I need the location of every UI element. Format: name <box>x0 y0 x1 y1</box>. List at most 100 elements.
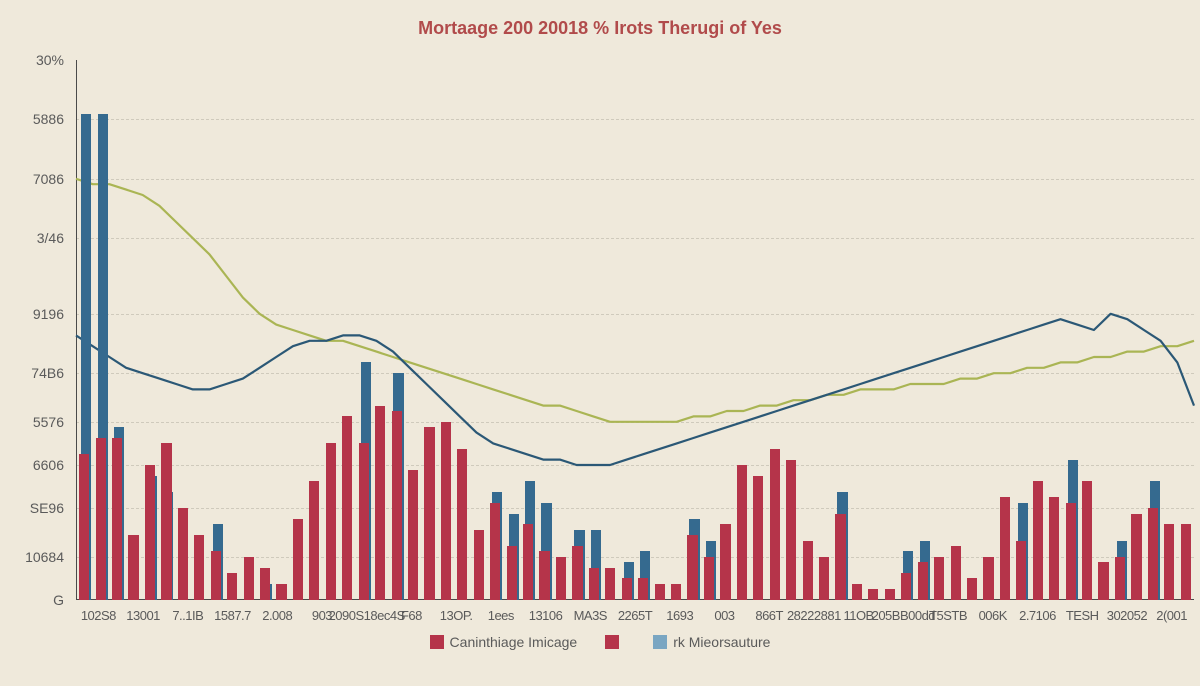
x-tick-label: 006K <box>979 608 1007 623</box>
chart-title: Mortaage 200 20018 % Irots Therugi of Ye… <box>0 18 1200 39</box>
x-tick-label: 302052 <box>1107 608 1147 623</box>
red-bar <box>704 557 714 600</box>
y-axis: 30%588670863/46919674B655766606SE9610684… <box>0 60 70 600</box>
legend-item <box>605 635 625 649</box>
red-bar <box>1181 524 1191 600</box>
red-bar <box>1148 508 1158 600</box>
red-bar <box>572 546 582 600</box>
red-bar <box>868 589 878 600</box>
red-bar <box>835 514 845 600</box>
red-bar <box>507 546 517 600</box>
red-bar <box>293 519 303 600</box>
red-bar <box>523 524 533 600</box>
red-bar <box>638 578 648 600</box>
red-bar <box>1164 524 1174 600</box>
red-bar <box>539 551 549 600</box>
red-bar <box>753 476 763 600</box>
legend-swatch <box>605 635 619 649</box>
red-bar <box>737 465 747 600</box>
red-bar <box>145 465 155 600</box>
x-tick-label: 11OB <box>843 608 873 623</box>
legend-item: rk Mieorsauture <box>653 634 770 650</box>
red-bar <box>934 557 944 600</box>
red-bar <box>1082 481 1092 600</box>
x-tick-label: 2(001 <box>1156 608 1187 623</box>
y-tick-label: 3/46 <box>37 230 64 246</box>
red-bar <box>342 416 352 600</box>
x-tick-label: 13001 <box>126 608 160 623</box>
y-tick-label: 74B6 <box>31 365 64 381</box>
x-tick-label: 2.7106 <box>1019 608 1056 623</box>
legend-swatch <box>430 635 444 649</box>
plot-area <box>76 60 1194 600</box>
red-bar <box>1115 557 1125 600</box>
legend-label: rk Mieorsauture <box>673 634 770 650</box>
red-bar <box>655 584 665 600</box>
red-bar <box>194 535 204 600</box>
red-bar <box>244 557 254 600</box>
red-bar <box>951 546 961 600</box>
line-green <box>76 179 1194 422</box>
y-tick-label: SE96 <box>30 500 64 516</box>
x-tick-label: 205BB00dd <box>872 608 935 623</box>
red-bar <box>622 578 632 600</box>
red-bar <box>408 470 418 600</box>
red-bar <box>556 557 566 600</box>
red-bar <box>770 449 780 600</box>
x-tick-label: TESH <box>1066 608 1099 623</box>
red-bar <box>441 422 451 600</box>
x-tick-label: 1693 <box>666 608 693 623</box>
red-bar <box>490 503 500 600</box>
red-bar <box>1131 514 1141 600</box>
red-bar <box>178 508 188 600</box>
red-bar <box>786 460 796 600</box>
y-tick-label: 9196 <box>33 306 64 322</box>
y-tick-label: G <box>53 592 64 608</box>
red-bar <box>227 573 237 600</box>
red-bar <box>1049 497 1059 600</box>
red-bar <box>474 530 484 600</box>
red-bar <box>260 568 270 600</box>
x-tick-label: 1ees <box>488 608 514 623</box>
red-bar <box>687 535 697 600</box>
red-bar <box>803 541 813 600</box>
red-bar <box>79 454 89 600</box>
red-bar <box>96 438 106 600</box>
red-bar <box>457 449 467 600</box>
red-bar <box>128 535 138 600</box>
red-bar <box>161 443 171 600</box>
x-tick-label: 13OP. <box>440 608 473 623</box>
legend-swatch <box>653 635 667 649</box>
red-bar <box>276 584 286 600</box>
red-bar <box>359 443 369 600</box>
line-blue <box>76 314 1194 465</box>
red-bar <box>918 562 928 600</box>
x-tick-label: 003 <box>714 608 734 623</box>
red-bar <box>967 578 977 600</box>
red-bar <box>819 557 829 600</box>
y-tick-label: 7086 <box>33 171 64 187</box>
red-bar <box>1033 481 1043 600</box>
red-bar <box>1000 497 1010 600</box>
x-tick-label: T5STB <box>929 608 967 623</box>
y-tick-label: 5576 <box>33 414 64 430</box>
red-bar <box>671 584 681 600</box>
x-tick-label: 28222881 <box>787 608 841 623</box>
legend-label: Caninthiage Imicage <box>450 634 578 650</box>
legend-item: Caninthiage Imicage <box>430 634 578 650</box>
x-tick-label: 866T <box>755 608 783 623</box>
red-bar <box>589 568 599 600</box>
legend: Caninthiage Imicage rk Mieorsauture <box>0 634 1200 652</box>
red-bar <box>852 584 862 600</box>
x-tick-label: 7..1IB <box>172 608 203 623</box>
y-tick-label: 30% <box>36 52 64 68</box>
red-bar <box>1098 562 1108 600</box>
x-tick-label: 2265T <box>618 608 652 623</box>
red-bar <box>605 568 615 600</box>
red-bar <box>392 411 402 600</box>
y-tick-label: 6606 <box>33 457 64 473</box>
mortgage-chart: Mortaage 200 20018 % Irots Therugi of Ye… <box>0 0 1200 686</box>
y-tick-label: 5886 <box>33 111 64 127</box>
red-bar <box>424 427 434 600</box>
x-tick-label: 1587.7 <box>214 608 251 623</box>
